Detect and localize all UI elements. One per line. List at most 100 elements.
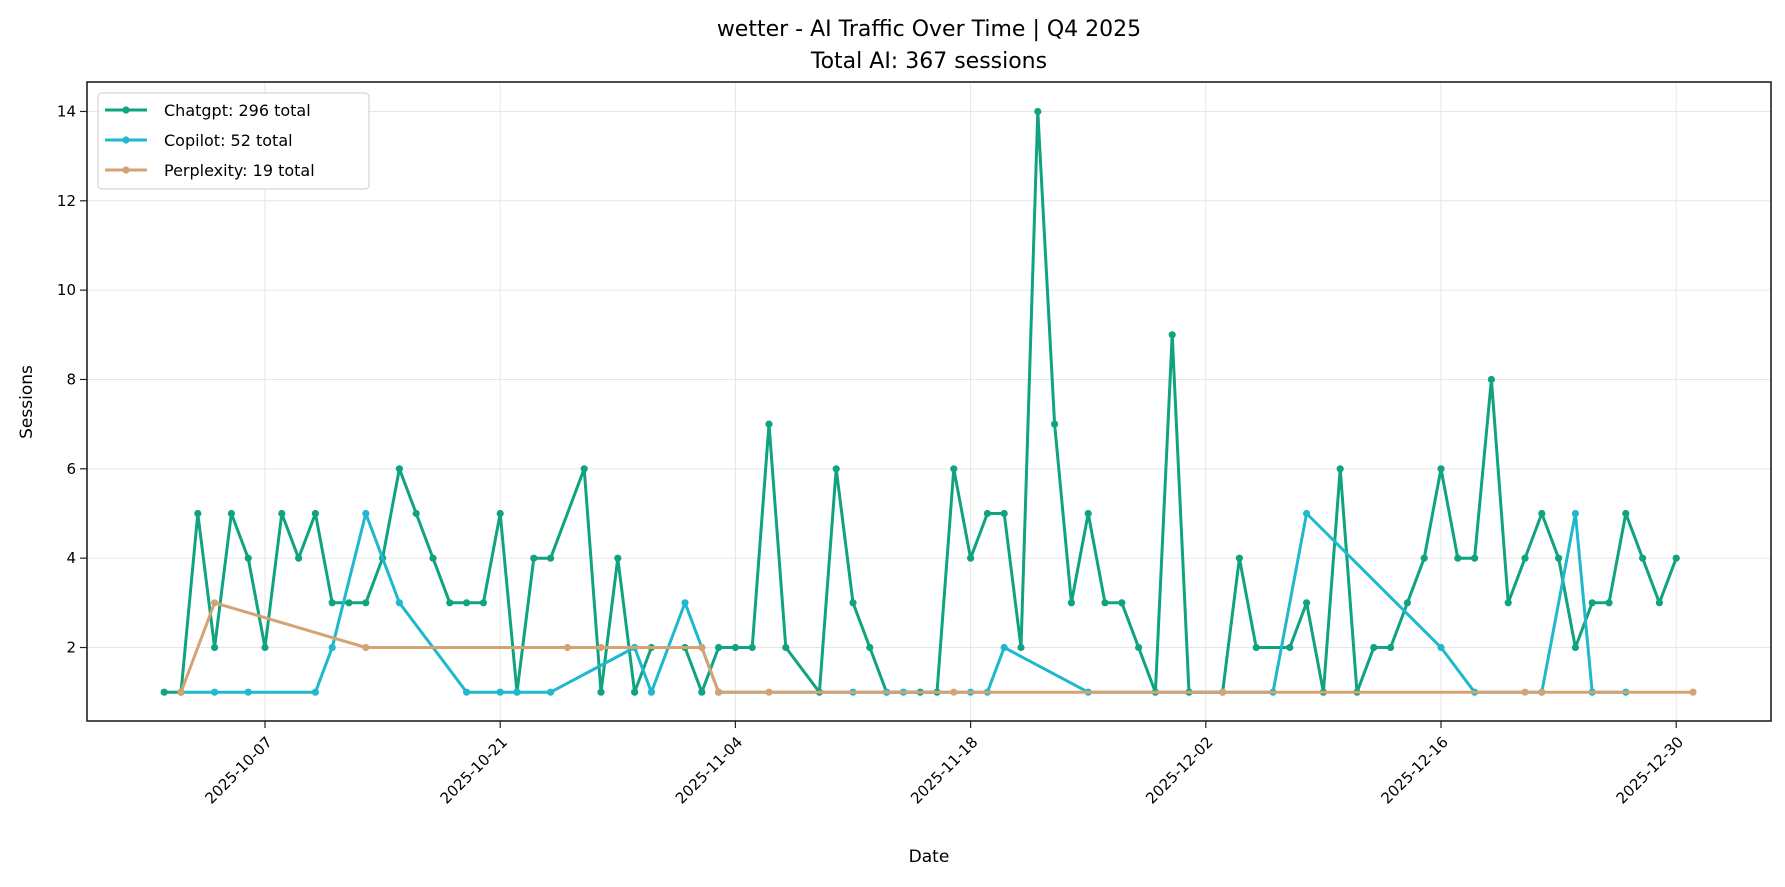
- data-point: [849, 599, 857, 607]
- data-point: [513, 688, 521, 696]
- legend-swatch-marker: [122, 106, 130, 114]
- y-tick-label: 4: [66, 549, 76, 567]
- data-point: [547, 688, 555, 696]
- data-point: [496, 509, 504, 518]
- data-point: [765, 688, 773, 696]
- data-point: [1051, 420, 1059, 428]
- data-point: [597, 643, 605, 652]
- data-point: [1538, 509, 1546, 518]
- data-point: [1000, 509, 1008, 518]
- data-point: [227, 509, 235, 518]
- data-point: [1034, 107, 1042, 116]
- legend: Chatgpt: 296 total Copilot: 52 total Perpl…: [97, 92, 370, 190]
- data-point: [1504, 599, 1512, 607]
- data-point: [1454, 554, 1462, 562]
- data-point: [1605, 599, 1613, 607]
- data-point: [715, 688, 723, 696]
- data-point: [160, 688, 168, 696]
- plot-area-frame: [86, 81, 1772, 722]
- data-point: [211, 599, 219, 607]
- data-point: [1689, 688, 1697, 696]
- data-point: [1538, 688, 1546, 696]
- x-tick-label: 2025-10-21: [437, 733, 511, 807]
- x-tick-label: 2025-11-04: [672, 733, 746, 807]
- data-point: [950, 688, 958, 696]
- x-axis-label: Date: [909, 847, 950, 867]
- data-point: [328, 599, 336, 607]
- data-point: [412, 509, 420, 518]
- data-point: [194, 509, 202, 518]
- data-point: [983, 509, 992, 518]
- data-point: [496, 688, 504, 696]
- data-point: [1135, 643, 1143, 652]
- data-point: [1521, 554, 1529, 562]
- y-tick-label: 2: [66, 639, 76, 657]
- y-tick-label: 6: [66, 460, 76, 478]
- data-point: [866, 643, 874, 652]
- data-point: [748, 643, 756, 652]
- data-point: [1336, 465, 1344, 473]
- data-point: [1303, 509, 1311, 518]
- data-point: [563, 643, 572, 652]
- data-point: [1067, 599, 1075, 607]
- y-axis-label: Sessions: [17, 365, 37, 439]
- data-point: [1168, 331, 1176, 339]
- data-point: [244, 554, 252, 562]
- data-point: [177, 688, 185, 696]
- data-point: [1286, 643, 1294, 652]
- data-point: [614, 554, 622, 562]
- data-point: [1471, 554, 1479, 562]
- y-tick-label: 12: [57, 192, 76, 210]
- data-point: [765, 420, 773, 428]
- data-point: [311, 509, 319, 518]
- data-point: [1655, 599, 1663, 607]
- data-point: [715, 643, 723, 652]
- data-point: [328, 643, 336, 652]
- data-point: [211, 688, 219, 696]
- data-point: [597, 688, 605, 696]
- data-point: [1622, 509, 1630, 518]
- legend-item-copilot: Copilot: 52 total: [105, 131, 293, 150]
- data-point: [1420, 554, 1428, 562]
- series-perplexity: [177, 599, 1697, 696]
- series-lines: [160, 107, 1697, 696]
- data-point: [1588, 599, 1596, 607]
- series-line: [164, 110, 1678, 694]
- data-point: [479, 599, 487, 607]
- data-point: [1672, 554, 1680, 562]
- y-tick-label: 8: [66, 370, 76, 388]
- data-point: [1571, 643, 1579, 652]
- data-point: [1370, 643, 1378, 652]
- chart-title: wetter - AI Traffic Over Time | Q4 2025: [717, 17, 1141, 42]
- y-tick-label: 10: [57, 281, 76, 299]
- legend-item-perplexity: Perplexity: 19 total: [105, 161, 315, 180]
- legend-item-chatgpt: Chatgpt: 296 total: [105, 101, 311, 120]
- data-point: [463, 688, 471, 696]
- data-point: [1555, 554, 1563, 562]
- data-point: [631, 688, 639, 696]
- data-point: [362, 643, 370, 652]
- x-tick-label: 2025-10-07: [201, 733, 275, 807]
- data-point: [1235, 554, 1243, 562]
- data-point: [1437, 465, 1445, 473]
- chart-subtitle: Total AI: 367 sessions: [810, 49, 1047, 74]
- data-point: [1303, 599, 1311, 607]
- legend-swatch-marker: [122, 166, 130, 174]
- data-point: [698, 688, 706, 696]
- legend-label: Chatgpt: 296 total: [164, 101, 311, 120]
- data-point: [782, 643, 790, 652]
- data-point: [1403, 599, 1411, 607]
- data-point: [211, 643, 219, 652]
- data-point: [1571, 509, 1579, 518]
- data-point: [429, 554, 437, 562]
- data-point: [950, 465, 958, 473]
- data-point: [463, 599, 471, 607]
- data-point: [1101, 599, 1109, 607]
- series-copilot: [177, 509, 1630, 696]
- data-point: [1252, 643, 1260, 652]
- data-point: [832, 465, 840, 473]
- data-point: [295, 554, 303, 562]
- data-point: [530, 554, 538, 562]
- legend-swatch-marker: [122, 136, 130, 144]
